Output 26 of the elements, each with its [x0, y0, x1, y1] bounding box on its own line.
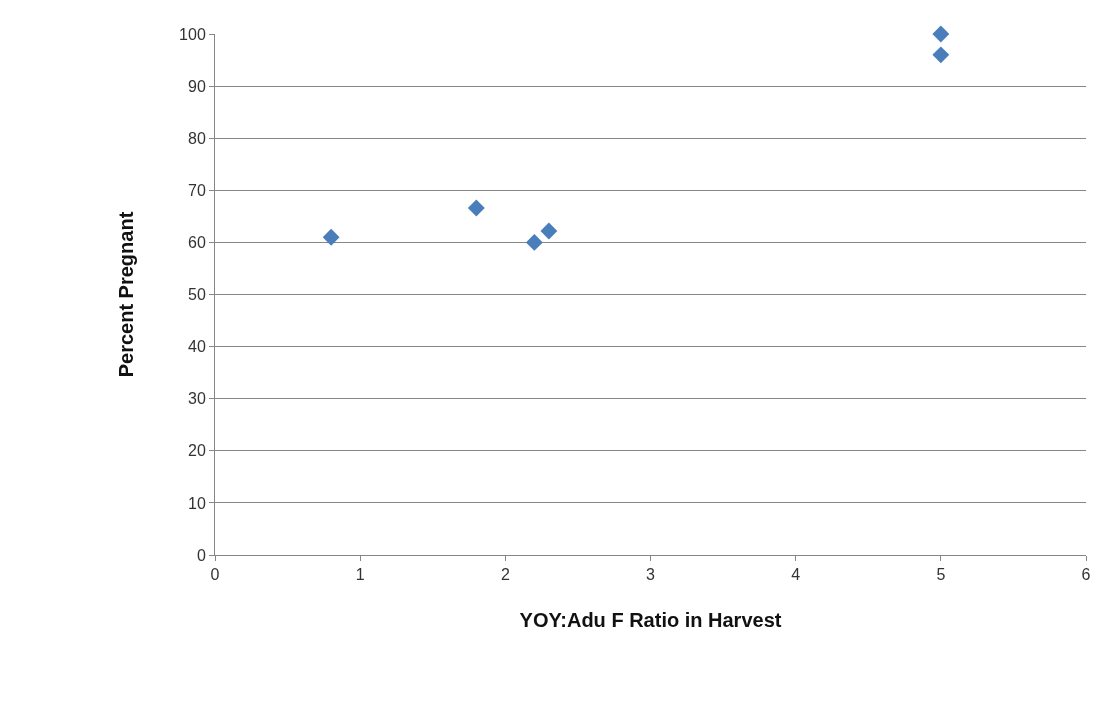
y-tick-label: 40 [188, 338, 206, 356]
point [322, 228, 340, 246]
point [467, 199, 485, 217]
y-tick-label: 0 [196, 546, 206, 564]
point [932, 25, 950, 43]
point [932, 46, 950, 64]
point [525, 233, 543, 251]
x-tick-label: 3 [646, 566, 656, 584]
y-tick-label: 100 [179, 25, 206, 43]
y-tick-label: 10 [188, 494, 206, 512]
x-tick-label: 4 [791, 566, 801, 584]
y-tick-label: 20 [188, 442, 206, 460]
x-tick-label: 2 [500, 566, 510, 584]
y-axis-title: Percent Pregnant [114, 211, 137, 378]
y-tick-label: 50 [188, 286, 206, 304]
x-axis-title: YOY:Adu F Ratio in Harvest [519, 608, 782, 631]
x-tick-label: 5 [936, 566, 946, 584]
y-tick-label: 60 [188, 234, 206, 251]
point [540, 222, 558, 240]
x-tick-label: 0 [210, 566, 220, 584]
x-tick-label: 6 [1081, 566, 1091, 584]
y-tick-label: 70 [188, 181, 206, 199]
y-tick-label: 30 [188, 390, 206, 408]
y-tick-label: 90 [188, 77, 206, 95]
x-tick-label: 1 [355, 566, 365, 584]
y-tick-label: 80 [188, 129, 206, 147]
